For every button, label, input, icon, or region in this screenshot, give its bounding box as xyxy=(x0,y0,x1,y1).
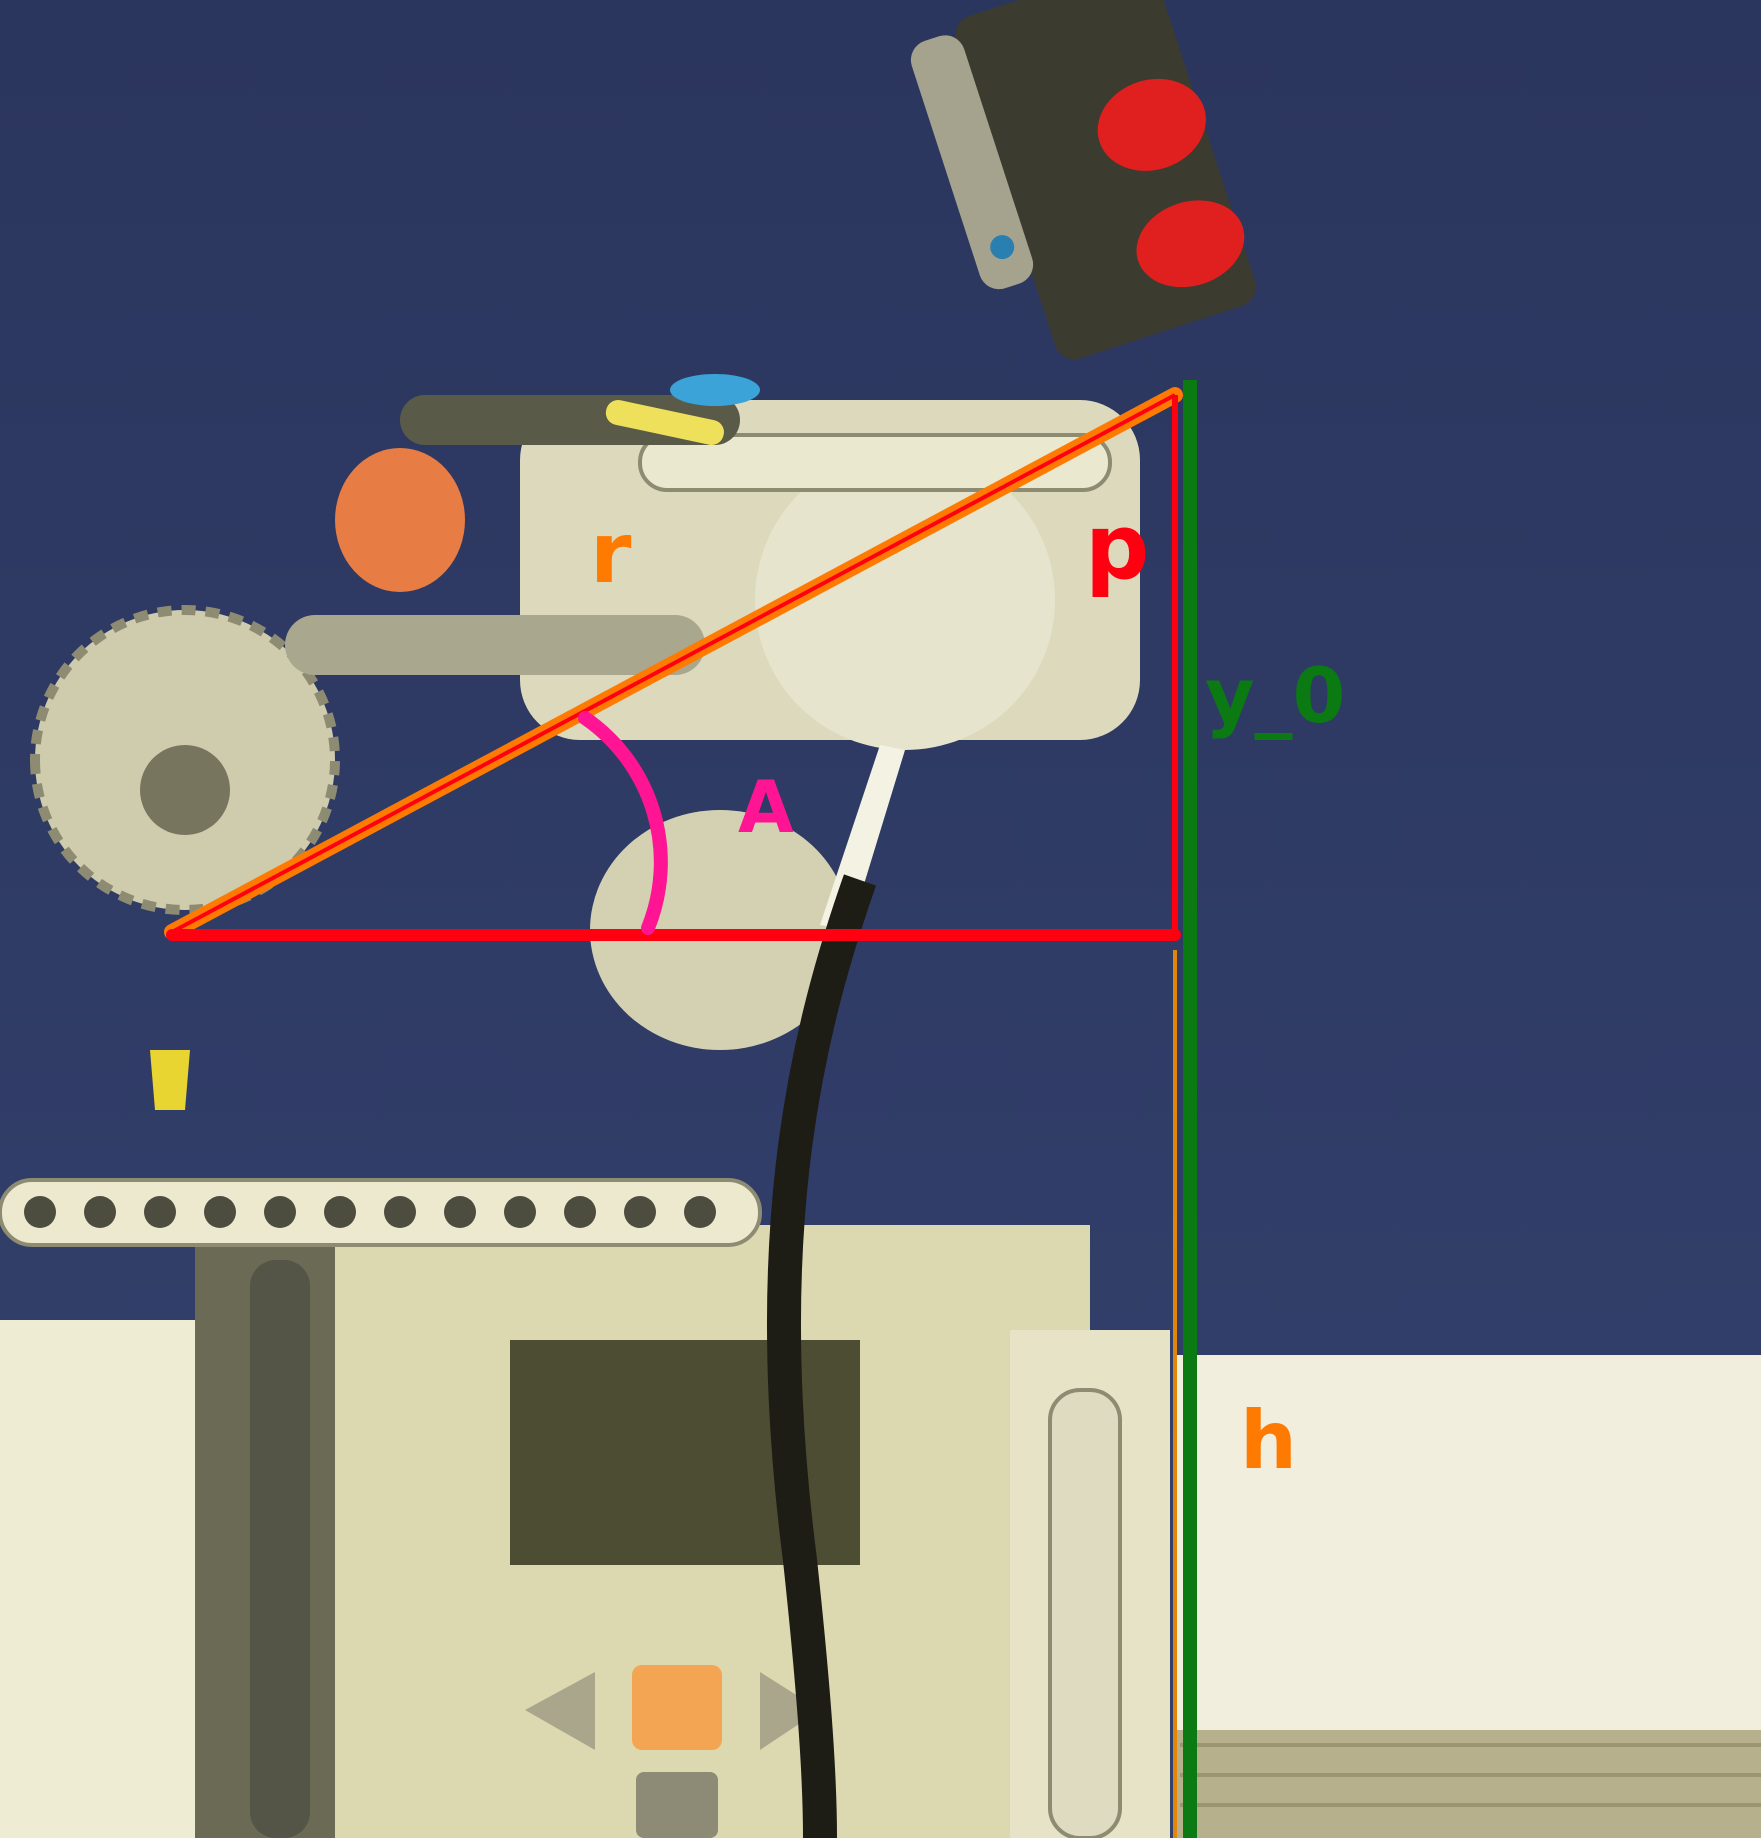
blue-connector xyxy=(670,374,760,406)
top-beam xyxy=(638,433,1112,492)
vertical-beam-right xyxy=(1048,1388,1122,1838)
label-h: h xyxy=(1240,1394,1297,1487)
triangle-hypotenuse xyxy=(171,393,1176,934)
white-table xyxy=(0,1320,230,1838)
nxt-grey-button xyxy=(636,1772,718,1838)
white-wall xyxy=(1175,1355,1761,1755)
nxt-orange-button xyxy=(632,1665,722,1750)
beam-holes xyxy=(24,1196,716,1228)
long-beam xyxy=(0,1178,762,1247)
label-y0: y_0 xyxy=(1205,651,1345,740)
yellow-tab xyxy=(150,1050,190,1110)
mat-stripes xyxy=(1180,1743,1761,1807)
gear-hub xyxy=(140,745,230,835)
yellow-band xyxy=(605,400,724,445)
label-p: p xyxy=(1085,495,1149,600)
nxt-left-arrow xyxy=(525,1672,595,1750)
orange-wheel xyxy=(335,448,465,592)
grey-beam xyxy=(285,615,705,675)
motor-round xyxy=(755,450,1055,750)
black-cable xyxy=(766,874,877,1838)
floor-mat xyxy=(1175,1730,1761,1838)
nxt-right-arrow xyxy=(760,1672,820,1750)
label-r: r xyxy=(590,504,632,602)
vertical-beam-left xyxy=(250,1260,310,1838)
sensor-assembly xyxy=(910,0,1256,360)
label-A: A xyxy=(738,765,794,849)
angle-arc xyxy=(578,711,668,935)
